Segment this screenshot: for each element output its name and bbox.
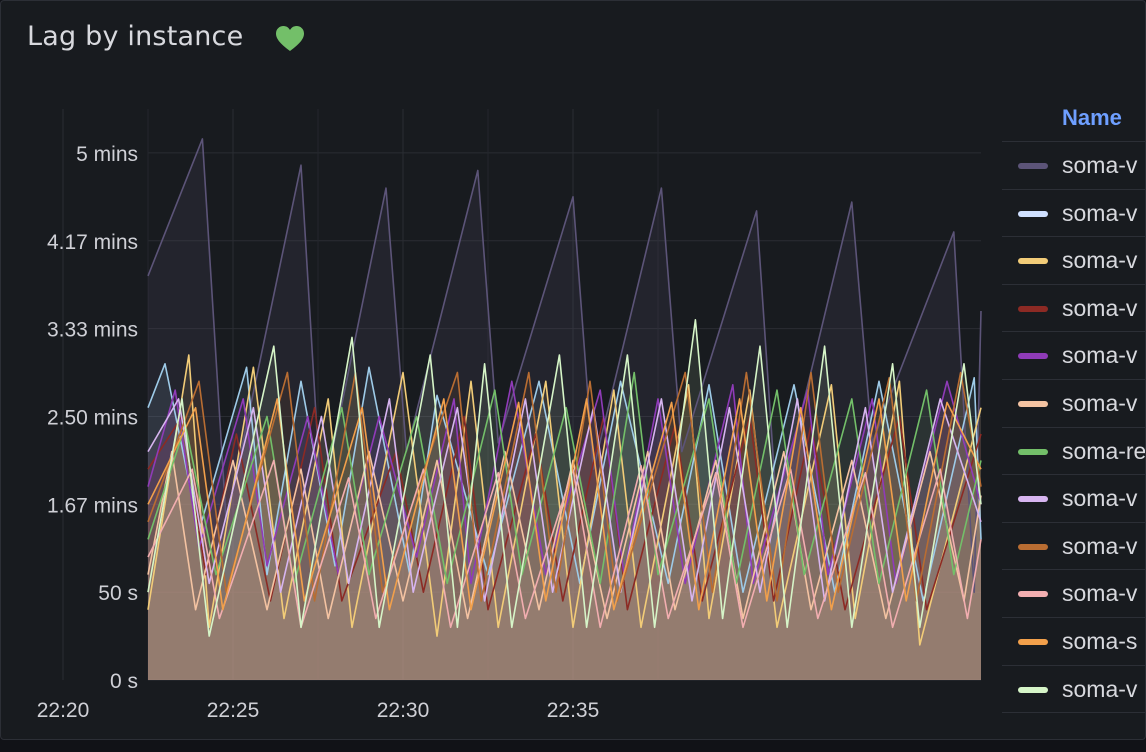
legend-item-label: soma-v: [1062, 580, 1138, 607]
y-tick-label: 4.17 mins: [47, 231, 138, 254]
legend-item[interactable]: soma-v: [1002, 380, 1145, 428]
legend-item[interactable]: soma-v: [1002, 285, 1145, 333]
series-line[interactable]: [147, 406, 982, 611]
series-line[interactable]: [147, 450, 982, 620]
legend-item-label: soma-s: [1062, 627, 1138, 654]
lag-chart[interactable]: 0 s 50 s 1.67 mins 2.50 mins 3.33 mins 4.17 m…: [1, 1, 1001, 740]
y-tick-label: 2.50 mins: [47, 406, 138, 429]
legend-swatch: [1018, 448, 1048, 455]
series-line[interactable]: [147, 398, 982, 602]
y-tick-label: 50 s: [98, 582, 138, 605]
legend-item[interactable]: soma-v: [1002, 237, 1145, 285]
legend-item[interactable]: soma-s: [1002, 618, 1145, 666]
series-line[interactable]: [147, 138, 982, 594]
legend-item-label: soma-v: [1062, 485, 1138, 512]
legend-item-label: soma-v: [1062, 389, 1138, 416]
legend-item[interactable]: soma-v: [1002, 570, 1145, 618]
legend-item[interactable]: soma-v: [1002, 190, 1145, 238]
series-area: [148, 451, 981, 680]
series-line[interactable]: [147, 380, 982, 585]
series-line[interactable]: [147, 318, 982, 637]
legend-swatch: [1018, 163, 1048, 169]
legend-rows: soma-v soma-v soma-v soma-v soma-v soma-v soma…: [1002, 142, 1146, 714]
series-line[interactable]: [147, 398, 982, 611]
legend: Name soma-v soma-v soma-v soma-v soma-v soma-…: [1002, 95, 1146, 714]
legend-swatch: [1018, 210, 1048, 217]
legend-header-name[interactable]: Name: [1002, 95, 1145, 142]
legend-item-label: soma-v: [1062, 199, 1138, 226]
legend-swatch: [1018, 353, 1048, 360]
legend-item-label: soma-v: [1062, 294, 1138, 321]
legend-swatch: [1018, 496, 1048, 503]
legend-item[interactable]: soma-v: [1002, 666, 1145, 714]
series-area: [148, 407, 981, 680]
x-tick-label: 22:30: [377, 699, 430, 722]
legend-swatch: [1018, 591, 1048, 598]
legend-swatch: [1018, 543, 1048, 550]
chart-series-lines: [147, 138, 982, 646]
y-axis-ticks: 0 s 50 s 1.67 mins 2.50 mins 3.33 mins 4.17 m…: [47, 143, 138, 693]
legend-swatch: [1018, 638, 1048, 645]
x-tick-label: 22:25: [207, 699, 260, 722]
legend-item-label: soma-v: [1062, 152, 1138, 178]
legend-item-label: soma-v: [1062, 675, 1138, 702]
x-tick-label: 22:20: [37, 699, 90, 722]
series-line[interactable]: [147, 371, 982, 602]
legend-item[interactable]: soma-re: [1002, 428, 1146, 476]
y-tick-label: 5 mins: [76, 143, 138, 166]
legend-swatch: [1018, 400, 1048, 407]
panel-title[interactable]: Lag by instance: [27, 21, 244, 52]
series-line[interactable]: [147, 459, 982, 629]
legend-swatch: [1018, 686, 1048, 693]
legend-item[interactable]: soma-v: [1002, 475, 1145, 523]
legend-item[interactable]: soma-v: [1002, 142, 1145, 190]
legend-item[interactable]: soma-v: [1002, 332, 1145, 380]
y-tick-label: 3.33 mins: [47, 319, 138, 342]
legend-item-label: soma-v: [1062, 247, 1138, 274]
legend-item-label: soma-re: [1062, 437, 1146, 464]
legend-swatch: [1018, 305, 1048, 312]
series-area: [148, 460, 981, 680]
y-tick-label: 1.67 mins: [47, 494, 138, 517]
heart-icon[interactable]: [276, 26, 304, 52]
legend-item[interactable]: soma-v: [1002, 523, 1145, 571]
x-tick-label: 22:35: [547, 699, 600, 722]
y-tick-label: 0 s: [110, 670, 138, 693]
legend-item-label: soma-v: [1062, 342, 1138, 369]
legend-swatch: [1018, 258, 1048, 265]
legend-item-label: soma-v: [1062, 532, 1138, 559]
